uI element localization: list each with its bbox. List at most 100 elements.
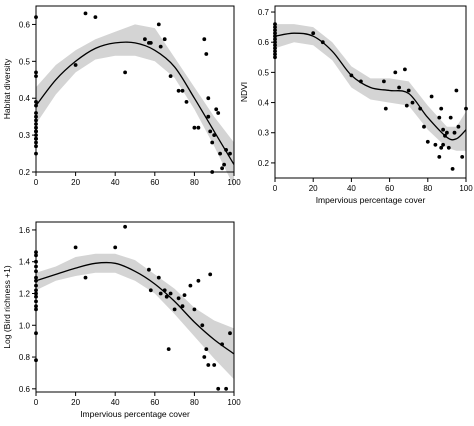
habitat-x-tick-label: 0 — [34, 178, 39, 187]
ndvi-data-point — [383, 106, 388, 111]
bird-data-point — [172, 307, 177, 312]
habitat-data-point — [73, 63, 78, 67]
bird-data-point — [180, 304, 185, 309]
bird-data-point — [83, 275, 88, 280]
ndvi-data-point — [456, 124, 461, 129]
ndvi-data-point — [393, 70, 398, 75]
ndvi-y-axis-title: NDVI — [239, 82, 249, 102]
ndvi-x-tick-label: 0 — [273, 184, 278, 193]
ndvi-data-point — [418, 106, 423, 111]
bird-y-tick-label: 0.6 — [19, 385, 31, 394]
bird-y-axis-title: Log (Bird richness +1) — [2, 265, 12, 349]
ndvi-plot-frame — [274, 5, 467, 179]
ndvi-data-point — [433, 142, 438, 147]
ndvi-data-point — [448, 115, 453, 120]
ndvi-data-point — [404, 103, 409, 108]
ndvi-data-point — [439, 106, 444, 111]
bird-y-tick-label: 1.6 — [19, 226, 31, 235]
ndvi-y-tick-label: 0.6 — [258, 38, 270, 47]
ndvi-data-point — [441, 142, 445, 147]
ndvi-data-point — [406, 88, 411, 93]
bird-data-point — [212, 363, 217, 367]
bird-y-tick-label: 0.8 — [19, 353, 31, 362]
habitat-data-point — [214, 107, 219, 112]
ndvi-fit-line — [274, 32, 467, 141]
bird-richness-panel: 0 20 40 60 80 100 0.6 0.8 1.0 1.2 1.4 1.6 Impervious… — [2, 221, 241, 419]
ndvi-data-point — [443, 133, 447, 138]
habitat-data-point — [208, 129, 213, 134]
habitat-x-tick-label: 80 — [190, 178, 199, 187]
ndvi-y-tick-label: 0.5 — [258, 68, 270, 77]
bird-x-tick-label: 40 — [111, 398, 120, 407]
habitat-data-point — [184, 100, 189, 104]
bird-data-point — [202, 355, 207, 359]
bird-y-tick-label: 1.2 — [19, 289, 31, 298]
bird-data-point — [147, 267, 151, 272]
ndvi-data-point — [454, 88, 459, 93]
habitat-data-point — [206, 96, 211, 101]
bird-x-tick-label: 60 — [150, 398, 159, 407]
ndvi-data-point — [382, 79, 386, 84]
habitat-data-point — [148, 41, 153, 45]
bird-data-point — [162, 288, 167, 293]
bird-y-tick-label: 1.4 — [19, 258, 31, 267]
ndvi-y-tick-label: 0.2 — [258, 159, 270, 168]
bird-x-axis-title: Impervious percentage cover — [80, 409, 190, 419]
bird-data-point — [206, 363, 211, 367]
habitat-data-point — [206, 114, 211, 119]
ndvi-x-tick-label: 40 — [347, 184, 356, 193]
ndvi-data-point — [311, 31, 316, 36]
habitat-y-tick-label: 0.3 — [19, 131, 31, 140]
bird-plot-frame — [35, 221, 235, 393]
habitat-confidence-band — [36, 24, 234, 187]
ndvi-data-point — [429, 94, 434, 99]
habitat-y-tick-label: 0.5 — [19, 57, 31, 66]
ndvi-y-tick-label: 0.7 — [258, 8, 270, 17]
bird-y-tick-label: 1.0 — [19, 321, 31, 330]
bird-data-point — [182, 293, 187, 297]
ndvi-data-point — [425, 139, 430, 144]
ndvi-data-point — [320, 40, 325, 45]
ndvi-x-tick-label: 80 — [423, 184, 432, 193]
ndvi-data-point — [437, 155, 442, 159]
habitat-data-point — [123, 70, 127, 75]
habitat-data-point — [176, 88, 181, 93]
ndvi-data-point — [441, 127, 445, 132]
habitat-x-tick-label: 20 — [71, 178, 80, 187]
ndvi-data-point — [349, 73, 354, 78]
ndvi-data-point — [359, 79, 363, 84]
bird-data-point — [148, 288, 153, 293]
habitat-data-point — [220, 166, 225, 171]
habitat-data-point — [196, 125, 201, 130]
bird-data-point — [113, 245, 118, 250]
habitat-data-point — [228, 151, 232, 156]
bird-data-point — [196, 278, 201, 283]
bird-data-point — [188, 283, 193, 288]
habitat-x-tick-label: 100 — [227, 178, 241, 187]
habitat-plot-frame — [35, 5, 235, 173]
habitat-data-point — [168, 74, 173, 78]
bird-x-tick-label: 20 — [71, 398, 80, 407]
bird-confidence-band — [36, 253, 234, 380]
habitat-fit-line — [35, 41, 235, 165]
habitat-x-tick-label: 40 — [111, 178, 120, 187]
ndvi-data-point — [445, 130, 449, 135]
bird-data-point — [228, 331, 232, 336]
ndvi-x-tick-label: 100 — [459, 184, 473, 193]
ndvi-data-point — [450, 167, 455, 171]
habitat-data-point — [210, 140, 215, 145]
bird-data-point — [204, 347, 209, 351]
habitat-y-tick-label: 0.2 — [19, 168, 31, 177]
ndvi-data-point — [446, 145, 451, 150]
ndvi-data-point — [439, 145, 444, 150]
bird-data-point — [168, 291, 173, 296]
ndvi-data-point — [460, 155, 465, 159]
habitat-data-point — [204, 52, 209, 56]
habitat-data-point — [224, 148, 229, 152]
bird-data-point — [192, 307, 197, 312]
habitat-data-point — [93, 15, 98, 19]
ndvi-x-tick-label: 60 — [385, 184, 394, 193]
habitat-y-tick-label: 0.4 — [19, 94, 31, 103]
habitat-data-point — [216, 111, 221, 115]
